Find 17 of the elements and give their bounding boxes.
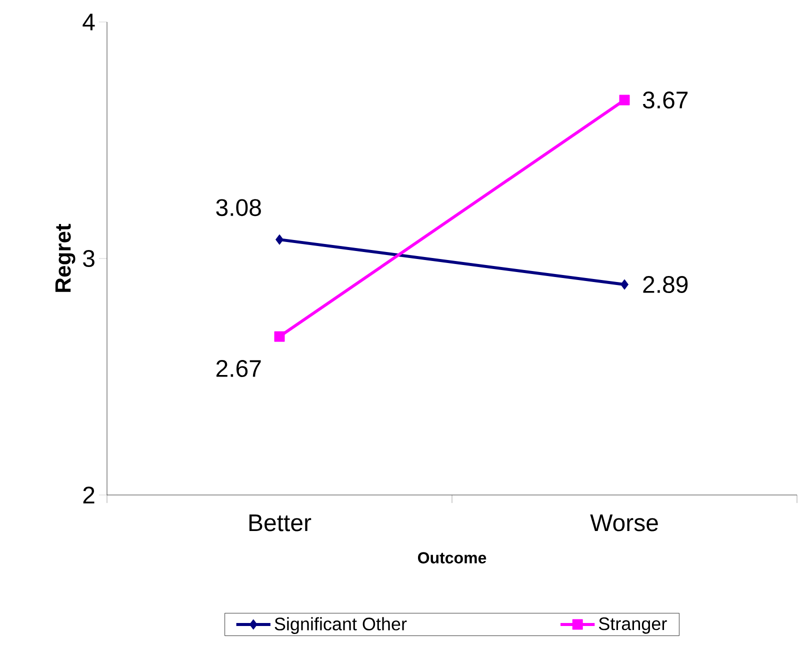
point (620, 279, 628, 290)
legend-label: Significant Other (274, 617, 407, 634)
x-axis-title: Outcome (418, 552, 486, 564)
data-label: 2.89 (643, 276, 688, 294)
point (619, 94, 630, 106)
legend-label: Stranger (598, 617, 667, 634)
point (274, 331, 285, 342)
x-tick-label: Better (249, 514, 312, 532)
data-label: 3.67 (642, 92, 688, 109)
x-tick-label: Worse (590, 514, 658, 532)
point (276, 234, 284, 245)
data-label: 2.67 (216, 360, 261, 378)
data-label: 3.08 (216, 199, 261, 216)
y-tick-label: 2 (83, 486, 94, 504)
y-axis-title: Regret (55, 224, 76, 292)
y-tick-label: 3 (83, 250, 94, 267)
y-tick-label: 4 (82, 14, 95, 30)
